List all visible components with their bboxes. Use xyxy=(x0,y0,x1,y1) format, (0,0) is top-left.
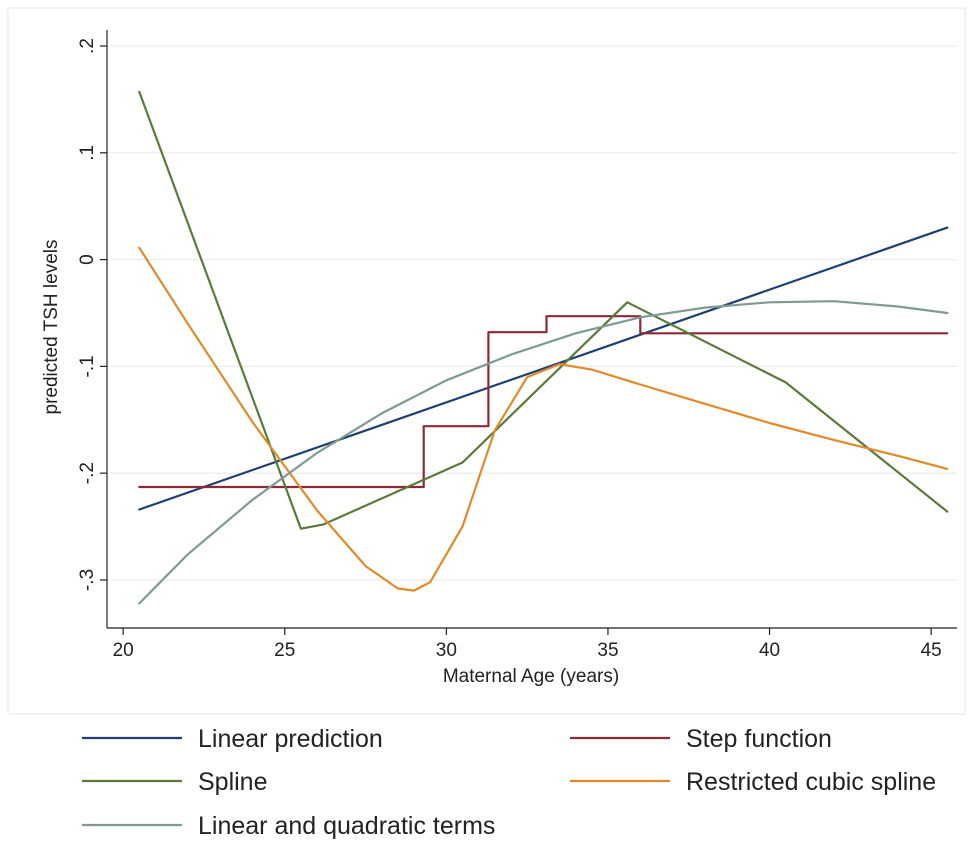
x-tick-label-0: 20 xyxy=(113,640,134,661)
y-tick-label-2: -.1 xyxy=(77,355,98,377)
series-line-restricted-cubic-spline xyxy=(138,246,949,592)
series-line-linear-prediction xyxy=(138,226,949,511)
axes: 20 25 30 35 40 45 -.3 -.2 -.1 0 .1 .2 xyxy=(77,30,957,661)
legend-label-linear-prediction: Linear prediction xyxy=(198,725,383,753)
x-tick-label-2: 30 xyxy=(436,640,457,661)
legend-label-spline: Spline xyxy=(198,768,268,796)
legend-label-linear-and-quadratic-terms: Linear and quadratic terms xyxy=(198,812,495,840)
series-line-linear-and-quadratic-terms xyxy=(138,300,949,605)
x-tick-label-3: 35 xyxy=(597,640,618,661)
legend: Linear prediction Step function Spline Rest… xyxy=(82,725,936,840)
legend-label-step-function: Step function xyxy=(686,725,832,753)
x-axis-title: Maternal Age (years) xyxy=(443,666,619,687)
series-lines xyxy=(138,90,949,605)
legend-label-restricted-cubic-spline: Restricted cubic spline xyxy=(686,768,936,796)
x-tick-label-5: 45 xyxy=(921,640,942,661)
y-tick-label-1: -.2 xyxy=(77,462,98,484)
series-line-step-function xyxy=(138,315,949,489)
y-tick-label-3: 0 xyxy=(77,254,98,265)
y-tick-label-4: .1 xyxy=(77,145,98,161)
series-line-spline xyxy=(138,90,949,530)
x-tick-label-1: 25 xyxy=(274,640,295,661)
gridlines xyxy=(107,45,957,581)
y-axis-title: predicted TSH levels xyxy=(41,240,62,415)
x-tick-label-4: 40 xyxy=(759,640,780,661)
y-tick-label-0: -.3 xyxy=(77,569,98,591)
plot-area-frame xyxy=(7,7,966,715)
y-tick-label-5: .2 xyxy=(77,38,98,54)
